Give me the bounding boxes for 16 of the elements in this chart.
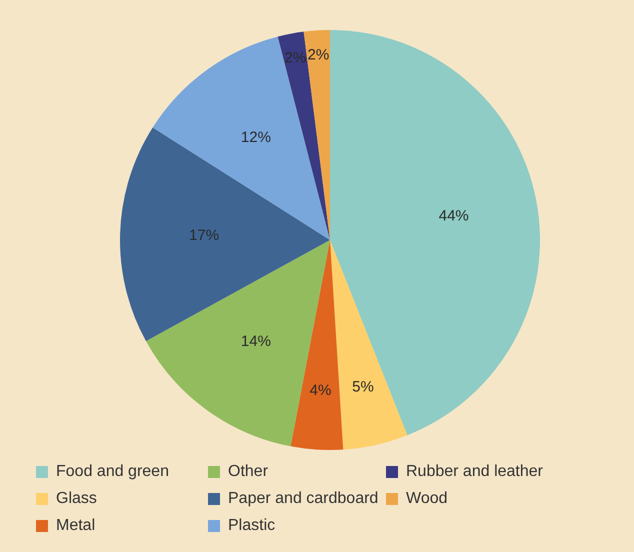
data-label: 17% xyxy=(189,227,220,244)
legend-label: Rubber and leather xyxy=(406,462,543,480)
legend-label: Metal xyxy=(56,516,96,534)
legend-label: Plastic xyxy=(228,516,276,534)
data-label: 44% xyxy=(438,208,469,225)
data-label: 5% xyxy=(352,378,374,396)
data-label: 4% xyxy=(310,382,332,400)
legend-label: Paper and cardboard xyxy=(228,490,378,508)
data-label: 12% xyxy=(240,129,271,146)
legend-label: Food and green xyxy=(56,462,169,480)
data-label: 2% xyxy=(308,46,330,64)
data-label: 2% xyxy=(284,50,306,67)
data-label: 14% xyxy=(240,333,271,350)
legend-label: Glass xyxy=(56,490,97,508)
legend-label: Wood xyxy=(406,490,448,508)
legend-label: Other xyxy=(228,462,268,480)
